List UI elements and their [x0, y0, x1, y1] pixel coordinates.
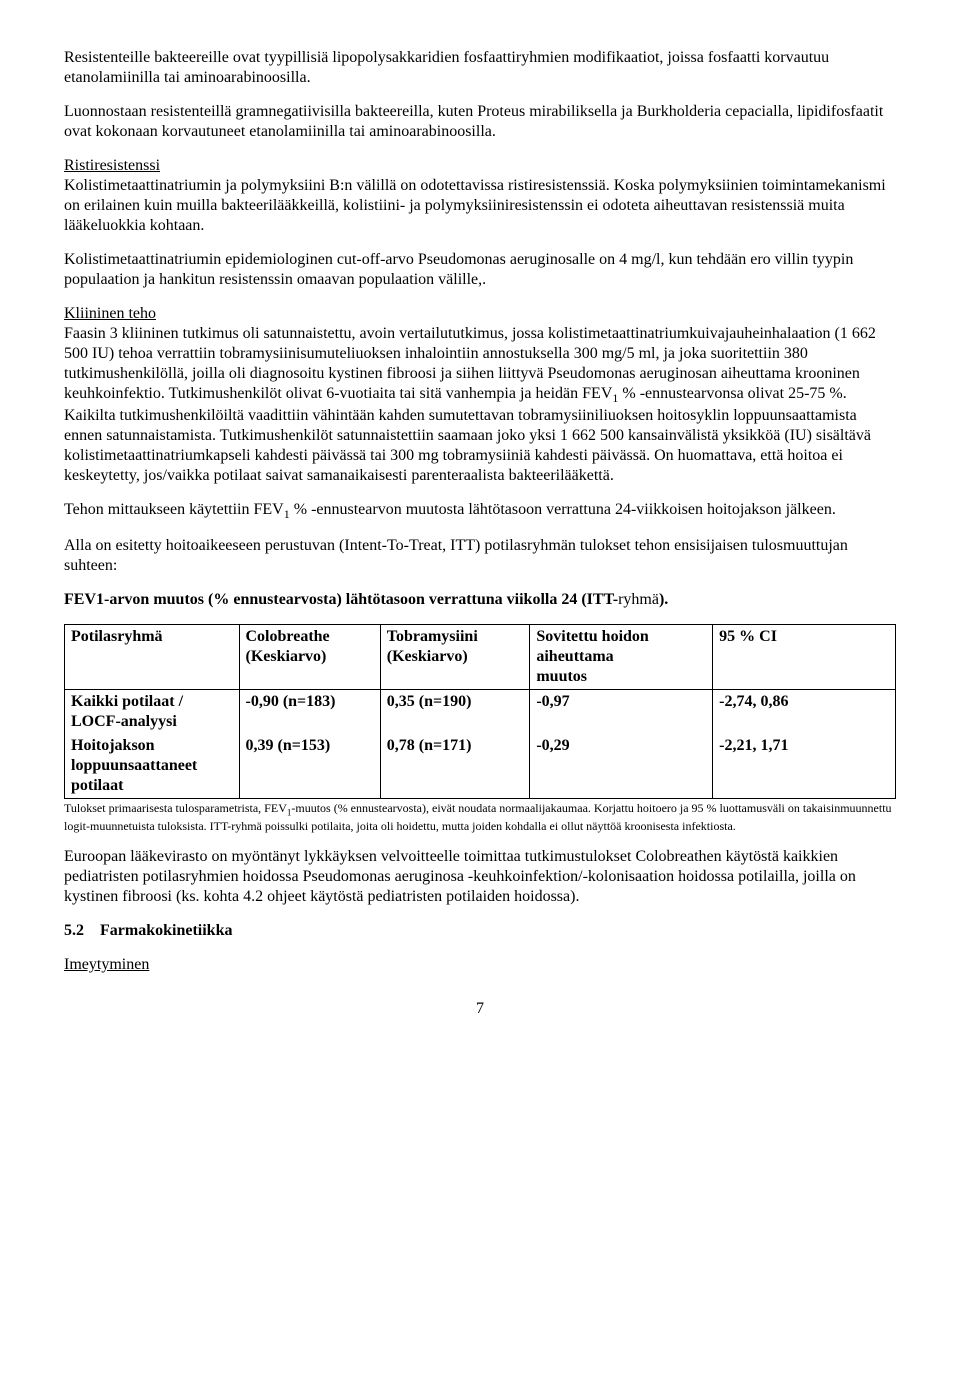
section-number: 5.2	[64, 922, 84, 939]
subheading-kliininen-teho: Kliininen teho	[64, 305, 156, 322]
paragraph-text: Tehon mittaukseen käytettiin FEV	[64, 501, 284, 518]
section-title: Farmakokinetiikka	[100, 922, 232, 939]
paragraph: Kolistimetaattinatriumin epidemiologinen…	[64, 250, 896, 290]
table-footnote: Tulokset primaarisesta tulosparametrista…	[64, 801, 896, 833]
table-title-text: ).	[659, 591, 668, 608]
cell: 0,78 (n=171)	[380, 734, 530, 799]
cell: 0,35 (n=190)	[380, 690, 530, 735]
cell: 0,39 (n=153)	[239, 734, 380, 799]
page-number: 7	[64, 999, 896, 1019]
col-header: Sovitettu hoidonaiheuttamamuutos	[530, 625, 713, 690]
cell: -0,97	[530, 690, 713, 735]
col-header: 95 % CI	[713, 625, 896, 690]
cell: Hoitojaksonloppuunsaattaneetpotilaat	[65, 734, 240, 799]
table-title-text: FEV1-arvon muutos (% ennustearvosta) läh…	[64, 591, 618, 608]
cell: -0,29	[530, 734, 713, 799]
paragraph: Ristiresistenssi Kolistimetaattinatriumi…	[64, 156, 896, 236]
cell: -2,74, 0,86	[713, 690, 896, 735]
table-row: Hoitojaksonloppuunsaattaneetpotilaat 0,3…	[65, 734, 896, 799]
col-header: Tobramysiini(Keskiarvo)	[380, 625, 530, 690]
table-header-row: Potilasryhmä Colobreathe(Keskiarvo) Tobr…	[65, 625, 896, 690]
paragraph: Tehon mittaukseen käytettiin FEV1 % -enn…	[64, 500, 896, 522]
paragraph-text: % -ennustearvon muutosta lähtötasoon ver…	[290, 501, 836, 518]
section-heading: 5.2 Farmakokinetiikka	[64, 921, 896, 941]
paragraph-text: Kolistimetaattinatriumin ja polymyksiini…	[64, 177, 886, 234]
table-title: FEV1-arvon muutos (% ennustearvosta) läh…	[64, 590, 896, 610]
table-row: Kaikki potilaat /LOCF-analyysi -0,90 (n=…	[65, 690, 896, 735]
results-table: Potilasryhmä Colobreathe(Keskiarvo) Tobr…	[64, 624, 896, 799]
paragraph: Resistenteille bakteereille ovat tyypill…	[64, 48, 896, 88]
cell: -0,90 (n=183)	[239, 690, 380, 735]
table-title-text: ryhmä	[618, 591, 659, 608]
col-header: Potilasryhmä	[65, 625, 240, 690]
subheading-imeytyminen: Imeytyminen	[64, 955, 896, 975]
subheading-ristiresistenssi: Ristiresistenssi	[64, 157, 160, 174]
col-header: Colobreathe(Keskiarvo)	[239, 625, 380, 690]
paragraph: Kliininen teho Faasin 3 kliininen tutkim…	[64, 304, 896, 486]
paragraph: Alla on esitetty hoitoaikeeseen perustuv…	[64, 536, 896, 576]
footnote-text: Tulokset primaarisesta tulosparametrista…	[64, 801, 287, 815]
cell: Kaikki potilaat /LOCF-analyysi	[65, 690, 240, 735]
cell: -2,21, 1,71	[713, 734, 896, 799]
paragraph: Euroopan lääkevirasto on myöntänyt lykkä…	[64, 847, 896, 907]
paragraph: Luonnostaan resistenteillä gramnegatiivi…	[64, 102, 896, 142]
